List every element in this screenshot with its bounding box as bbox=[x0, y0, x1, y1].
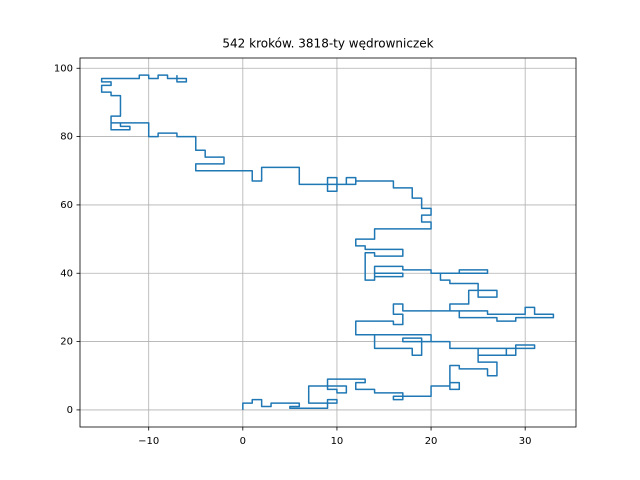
x-tick-label: 0 bbox=[240, 436, 246, 447]
y-tick-label: 0 bbox=[67, 405, 73, 416]
axes-frame bbox=[79, 57, 577, 428]
y-tick-label: 20 bbox=[60, 337, 73, 348]
chart-title: 542 kroków. 3818-ty wędrowniczek bbox=[222, 37, 433, 51]
y-tick-label: 100 bbox=[54, 63, 73, 74]
x-tick-label: 30 bbox=[519, 436, 532, 447]
x-tick-label: 10 bbox=[331, 436, 344, 447]
walk-line bbox=[100, 74, 555, 410]
y-tick-label: 60 bbox=[60, 200, 73, 211]
x-tick-label: −10 bbox=[138, 436, 159, 447]
y-tick-label: 80 bbox=[60, 132, 73, 143]
x-tick-label: 20 bbox=[425, 436, 438, 447]
y-tick-label: 40 bbox=[60, 268, 73, 279]
